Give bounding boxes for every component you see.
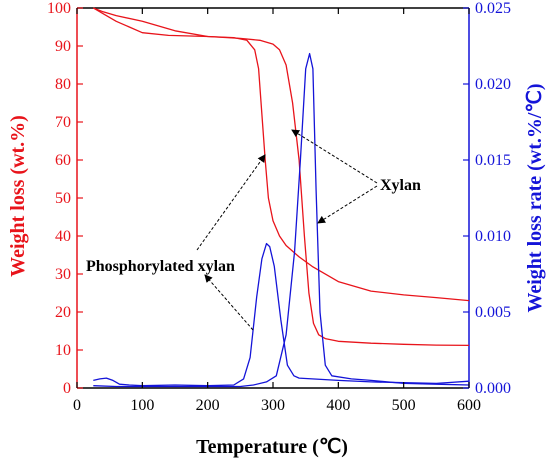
arrow-phos-tga: [196, 154, 266, 251]
left-tick-label: 90: [55, 38, 71, 55]
x-tick-label: 600: [457, 397, 481, 414]
right-tick-label: 0.025: [475, 0, 511, 17]
left-tick-label: 0: [63, 380, 71, 397]
right-tick-label: 0.010: [475, 228, 511, 245]
left-tick-label: 50: [55, 190, 71, 207]
x-axis-label: Temperature (℃): [196, 436, 348, 458]
y-axis-left-label: Weight loss (wt.%): [7, 115, 29, 277]
y-axis-right-label: Weight loss rate (wt.%/℃): [524, 83, 546, 312]
series-line-4: [93, 52, 470, 388]
series-line-3: [93, 242, 470, 387]
bottom-axis: 0 100 200 300 400 500 600: [73, 8, 481, 414]
arrow-xylan-tga: [291, 129, 378, 184]
x-tick-label: 0: [73, 397, 81, 414]
left-tick-label: 10: [55, 342, 71, 359]
x-tick-label: 200: [196, 397, 220, 414]
arrow-xylan-dtg: [317, 185, 378, 224]
left-axis: 0 10 20 30 40 50 60 70 80 90 100: [47, 0, 83, 397]
x-tick-label: 500: [392, 397, 416, 414]
left-tick-label: 70: [55, 114, 71, 131]
annotations: Xylan Phosphorylated xylan: [86, 129, 421, 331]
plot-frame: [76, 7, 470, 389]
right-tick-label: 0.020: [475, 76, 511, 93]
left-tick-label: 20: [55, 304, 71, 321]
x-tick-label: 400: [326, 397, 350, 414]
arrow-phos-dtg: [204, 274, 254, 331]
annotation-phosphorylated-xylan: Phosphorylated xylan: [86, 258, 235, 275]
curves: [92, 7, 470, 388]
right-tick-label: 0.005: [475, 304, 511, 321]
series-line-2: [93, 7, 470, 347]
left-tick-label: 60: [55, 152, 71, 169]
left-tick-label: 100: [47, 0, 71, 17]
left-tick-label: 40: [55, 228, 71, 245]
x-tick-label: 300: [261, 397, 285, 414]
series-line-1: [92, 7, 470, 302]
left-tick-label: 30: [55, 266, 71, 283]
right-tick-label: 0.015: [475, 152, 511, 169]
x-tick-label: 100: [130, 397, 154, 414]
annotation-xylan: Xylan: [380, 177, 421, 194]
right-axis: 0.000 0.005 0.010 0.015 0.020 0.025: [463, 0, 511, 397]
left-tick-label: 80: [55, 76, 71, 93]
right-tick-label: 0.000: [475, 380, 511, 397]
